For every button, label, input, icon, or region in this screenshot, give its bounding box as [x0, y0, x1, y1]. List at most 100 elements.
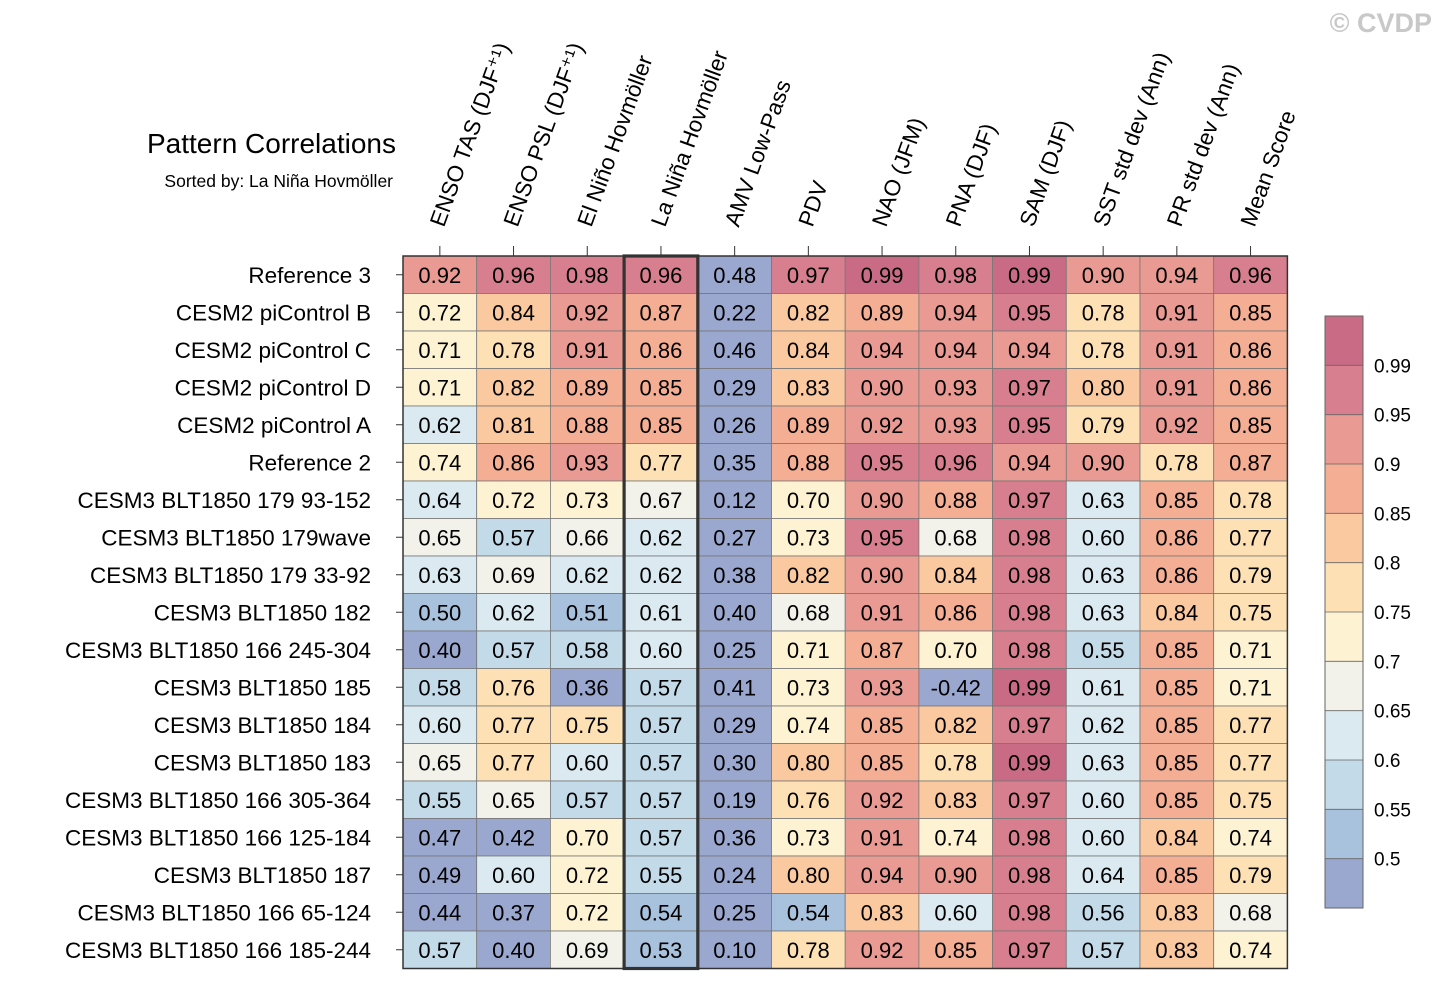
row-label: CESM3 BLT1850 166 185-244 [65, 938, 371, 963]
cell-value-label: 0.38 [713, 563, 756, 588]
heatmap-cell [918, 255, 994, 294]
cell-value-label: 0.71 [418, 338, 461, 363]
heatmap-cell [1139, 705, 1215, 744]
cell-value-label: 0.90 [861, 375, 904, 400]
heatmap-cell [697, 780, 772, 819]
cell-value-label: 0.98 [1008, 525, 1051, 550]
heatmap-cell [476, 555, 551, 594]
cell-value-label: 0.90 [934, 863, 977, 888]
heatmap-cell [1139, 743, 1215, 782]
heatmap-cell [1139, 518, 1215, 557]
cell-value-label: 0.90 [861, 563, 904, 588]
heatmap-cell [1065, 518, 1141, 557]
cell-value-label: 0.75 [1229, 600, 1272, 625]
cell-value-label: 0.97 [787, 263, 830, 288]
cell-value-label: 0.73 [566, 488, 609, 513]
cell-value-label: 0.26 [713, 413, 756, 438]
heatmap-cell [550, 330, 625, 369]
cell-value-label: 0.60 [934, 900, 977, 925]
cell-value-label: 0.57 [566, 788, 609, 813]
heatmap-cell [1213, 480, 1288, 519]
heatmap-cell [1213, 743, 1288, 782]
column-label: PNA (DJF) [941, 120, 1001, 230]
cell-value-label: 0.98 [1008, 900, 1051, 925]
heatmap-cell [1213, 593, 1288, 632]
cell-value-label: 0.90 [1082, 450, 1125, 475]
cell-value-label: 0.85 [1155, 713, 1198, 738]
cell-value-label: 0.25 [713, 638, 756, 663]
heatmap-cell [844, 405, 920, 444]
cell-value-label: 0.94 [1008, 450, 1051, 475]
heatmap-cell [476, 255, 551, 294]
cell-value-label: 0.40 [418, 638, 461, 663]
cell-value-label: 0.57 [492, 638, 535, 663]
cell-value-label: 0.87 [1229, 450, 1272, 475]
heatmap-cell [697, 855, 772, 894]
heatmap-cell [1139, 368, 1215, 407]
heatmap-cell [992, 780, 1067, 819]
heatmap-cell [1139, 930, 1215, 969]
heatmap-cell [697, 593, 772, 632]
heatmap-cell [844, 893, 920, 932]
cell-value-label: 0.69 [566, 938, 609, 963]
heatmap-cell [992, 893, 1067, 932]
cell-value-label: 0.71 [787, 638, 830, 663]
heatmap-cell [1065, 443, 1141, 482]
column-label: SAM (DJF) [1015, 117, 1077, 230]
heatmap-cell [1065, 593, 1141, 632]
heatmap-cell [1139, 818, 1215, 857]
heatmap-cell [550, 893, 625, 932]
heatmap-cell [476, 930, 551, 969]
cell-value-label: 0.73 [787, 825, 830, 850]
heatmap-cell [697, 743, 772, 782]
cell-value-label: 0.85 [1155, 488, 1198, 513]
cell-value-label: 0.62 [640, 563, 683, 588]
colorbar-segment [1325, 858, 1363, 908]
heatmap-cell [550, 480, 625, 519]
cell-value-label: 0.57 [418, 938, 461, 963]
cell-value-label: 0.99 [861, 263, 904, 288]
cell-value-label: 0.27 [713, 525, 756, 550]
cell-value-label: 0.72 [418, 300, 461, 325]
cell-value-label: 0.94 [934, 338, 977, 363]
colorbar-segment [1325, 760, 1363, 810]
heatmap-cell [1139, 293, 1215, 332]
heatmap-cell [697, 480, 772, 519]
cell-value-label: 0.85 [861, 713, 904, 738]
heatmap-cell [844, 930, 920, 969]
colorbar-segment [1325, 464, 1363, 514]
heatmap-cell [992, 480, 1067, 519]
cell-value-label: 0.85 [1229, 413, 1272, 438]
cell-value-label: 0.67 [640, 488, 683, 513]
column-label: SST std dev (Ann) [1088, 49, 1174, 230]
cell-value-label: 0.78 [1155, 450, 1198, 475]
row-label: CESM3 BLT1850 166 65-124 [77, 900, 371, 925]
heatmap-cell [844, 518, 920, 557]
cell-value-label: 0.91 [1155, 338, 1198, 363]
cell-value-label: 0.87 [640, 300, 683, 325]
cell-value-label: 0.74 [418, 450, 461, 475]
cell-value-label: 0.37 [492, 900, 535, 925]
heatmap-cell [402, 705, 478, 744]
cell-value-label: 0.55 [1082, 638, 1125, 663]
chart-title: Pattern Correlations [147, 128, 396, 159]
colorbar-segment [1325, 414, 1363, 464]
cell-value-label: 0.65 [418, 525, 461, 550]
cell-value-label: 0.98 [1008, 863, 1051, 888]
cell-value-label: 0.40 [713, 600, 756, 625]
cell-value-label: 0.99 [1008, 675, 1051, 700]
heatmap-cell [771, 255, 846, 294]
heatmap-cell [992, 818, 1067, 857]
cell-value-label: 0.68 [934, 525, 977, 550]
cell-value-label: 0.78 [1082, 300, 1125, 325]
heatmap-cell [476, 893, 551, 932]
heatmap-cell [623, 705, 699, 744]
cell-value-label: 0.89 [566, 375, 609, 400]
cell-value-label: 0.62 [566, 563, 609, 588]
heatmap-cell [623, 893, 699, 932]
row-label: CESM3 BLT1850 166 305-364 [65, 788, 371, 813]
row-label: CESM3 BLT1850 187 [154, 863, 371, 888]
heatmap-cell [623, 630, 699, 669]
heatmap-cell [918, 893, 994, 932]
heatmap-cell [697, 518, 772, 557]
